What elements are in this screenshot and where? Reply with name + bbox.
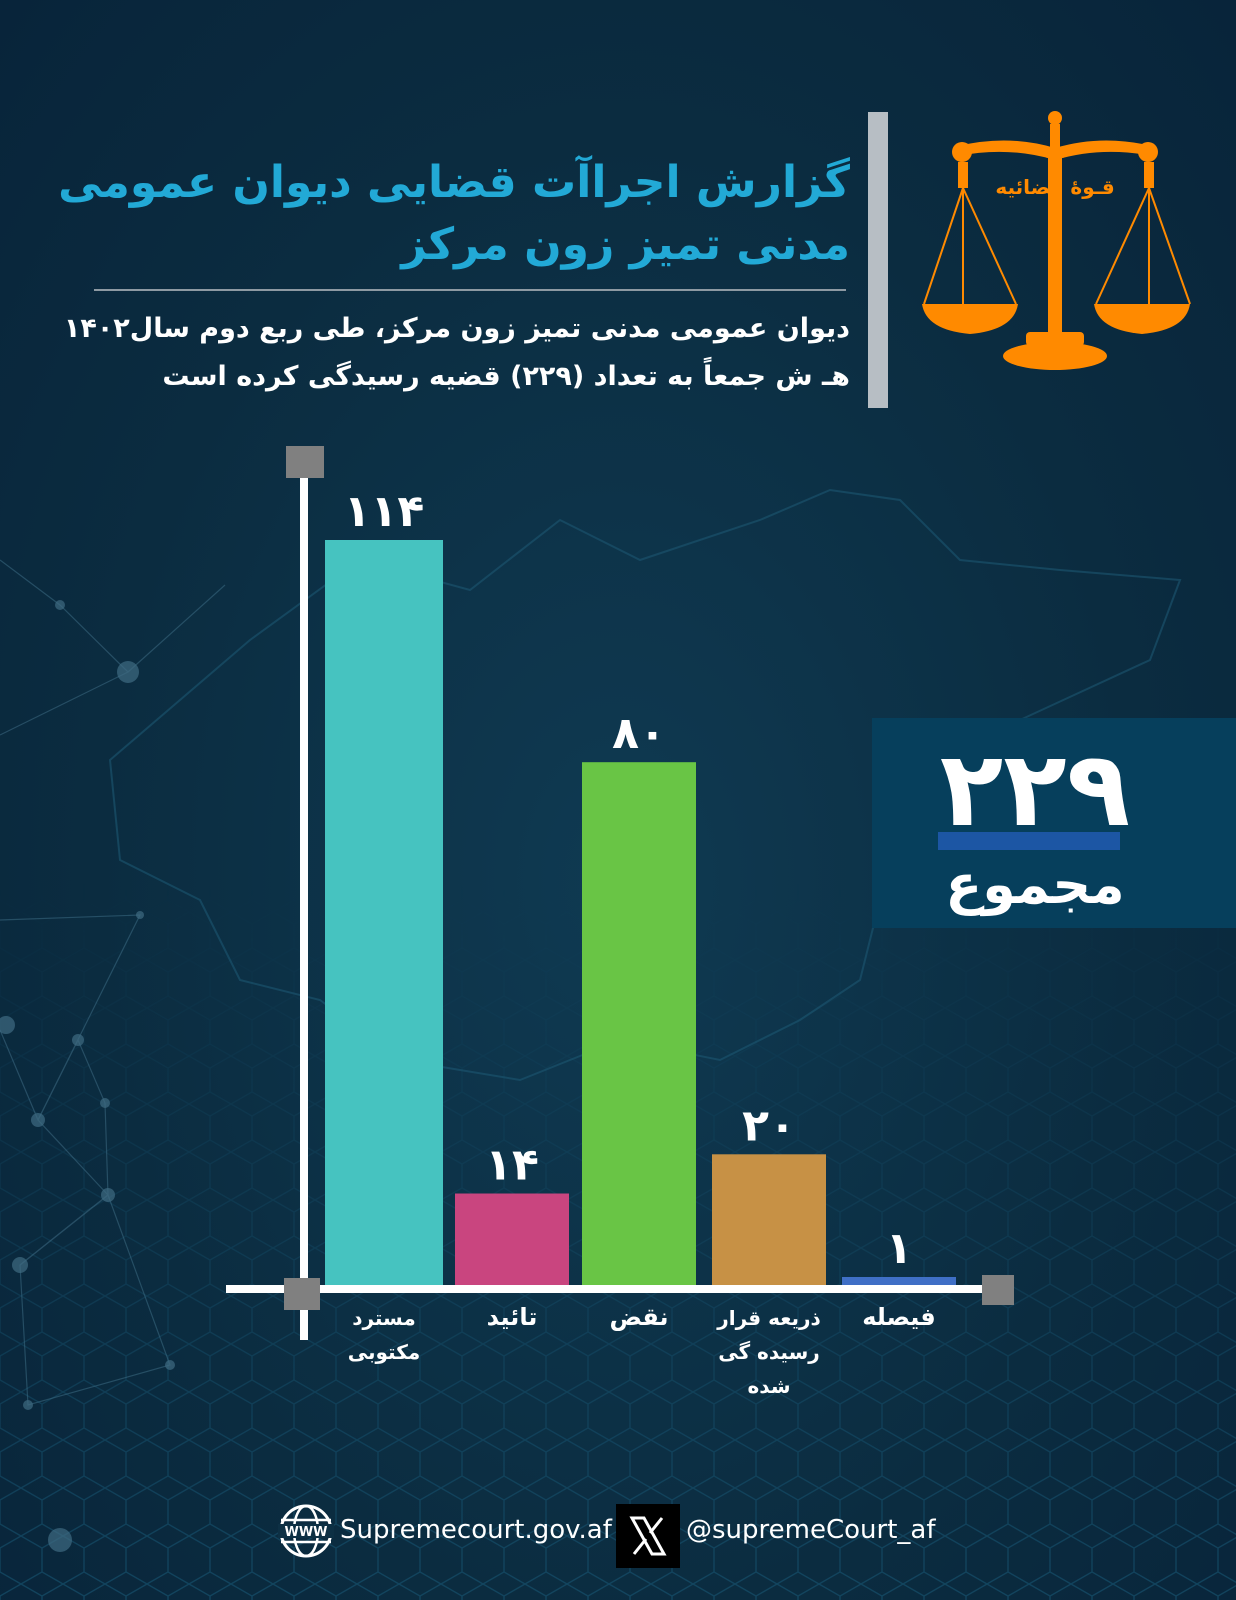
website-link[interactable]: Supremecourt.gov.af (340, 1515, 612, 1545)
y-axis-line (300, 470, 308, 1340)
category-label-2: تائید (487, 1303, 538, 1331)
bars-group (325, 540, 956, 1285)
category-label-1: مسترد مکتوبی (348, 1306, 420, 1364)
logo-text: قـوهٔ قضائیه (995, 175, 1114, 199)
total-label: مجموع (945, 853, 1125, 916)
data-label-2: ۱۴ (485, 1140, 539, 1191)
total-panel: ۲۲۹ مجموع (872, 718, 1236, 928)
data-label-3: ۸۰ (612, 708, 666, 759)
x-axis-end-cap (982, 1275, 1014, 1305)
data-label-5: ۱ (886, 1223, 913, 1274)
x-logo-icon[interactable] (616, 1504, 680, 1568)
bar-1 (325, 540, 443, 1285)
category-label-3: نقض (609, 1303, 668, 1331)
data-labels-group: ۱۱۴ ۱۴ ۸۰ ۲۰ ۱ (344, 486, 913, 1274)
title-divider (94, 289, 846, 291)
bar-4 (712, 1154, 826, 1285)
globe-icon: WWW (278, 1504, 334, 1558)
header-accent-bar (868, 112, 888, 408)
data-label-4: ۲۰ (742, 1100, 796, 1151)
report-subtitle: دیوان عمومی مدنی تمیز زون مرکز، طی ربع د… (63, 313, 850, 392)
data-label-1: ۱۱۴ (344, 486, 425, 537)
globe-icon-text: WWW (284, 1525, 327, 1540)
category-labels-group: مسترد مکتوبی تائید نقض ذریعه قرار رسیده گی شده… (348, 1303, 936, 1398)
axis-origin-cap (284, 1278, 320, 1310)
bar-2 (455, 1193, 569, 1285)
report-title: گزارش اجراآت قضایی دیوان عمومی مدنی تمیز… (58, 157, 850, 270)
social-handle[interactable]: @supremeCourt_af (686, 1515, 936, 1545)
total-divider (938, 832, 1120, 850)
category-label-5: فیصله (862, 1303, 936, 1331)
x-axis-line (226, 1285, 986, 1293)
footer: WWW Supremecourt.gov.af @supremeCourt_af (0, 1500, 1236, 1570)
bar-5 (842, 1277, 956, 1285)
bar-3 (582, 762, 696, 1285)
category-label-4: ذریعه قرار رسیده گی شده (716, 1306, 821, 1398)
total-value: ۲۲۹ (939, 728, 1131, 850)
scales-of-justice-icon: قـوهٔ قضائیه (922, 111, 1191, 370)
y-axis-end-cap (286, 446, 324, 478)
